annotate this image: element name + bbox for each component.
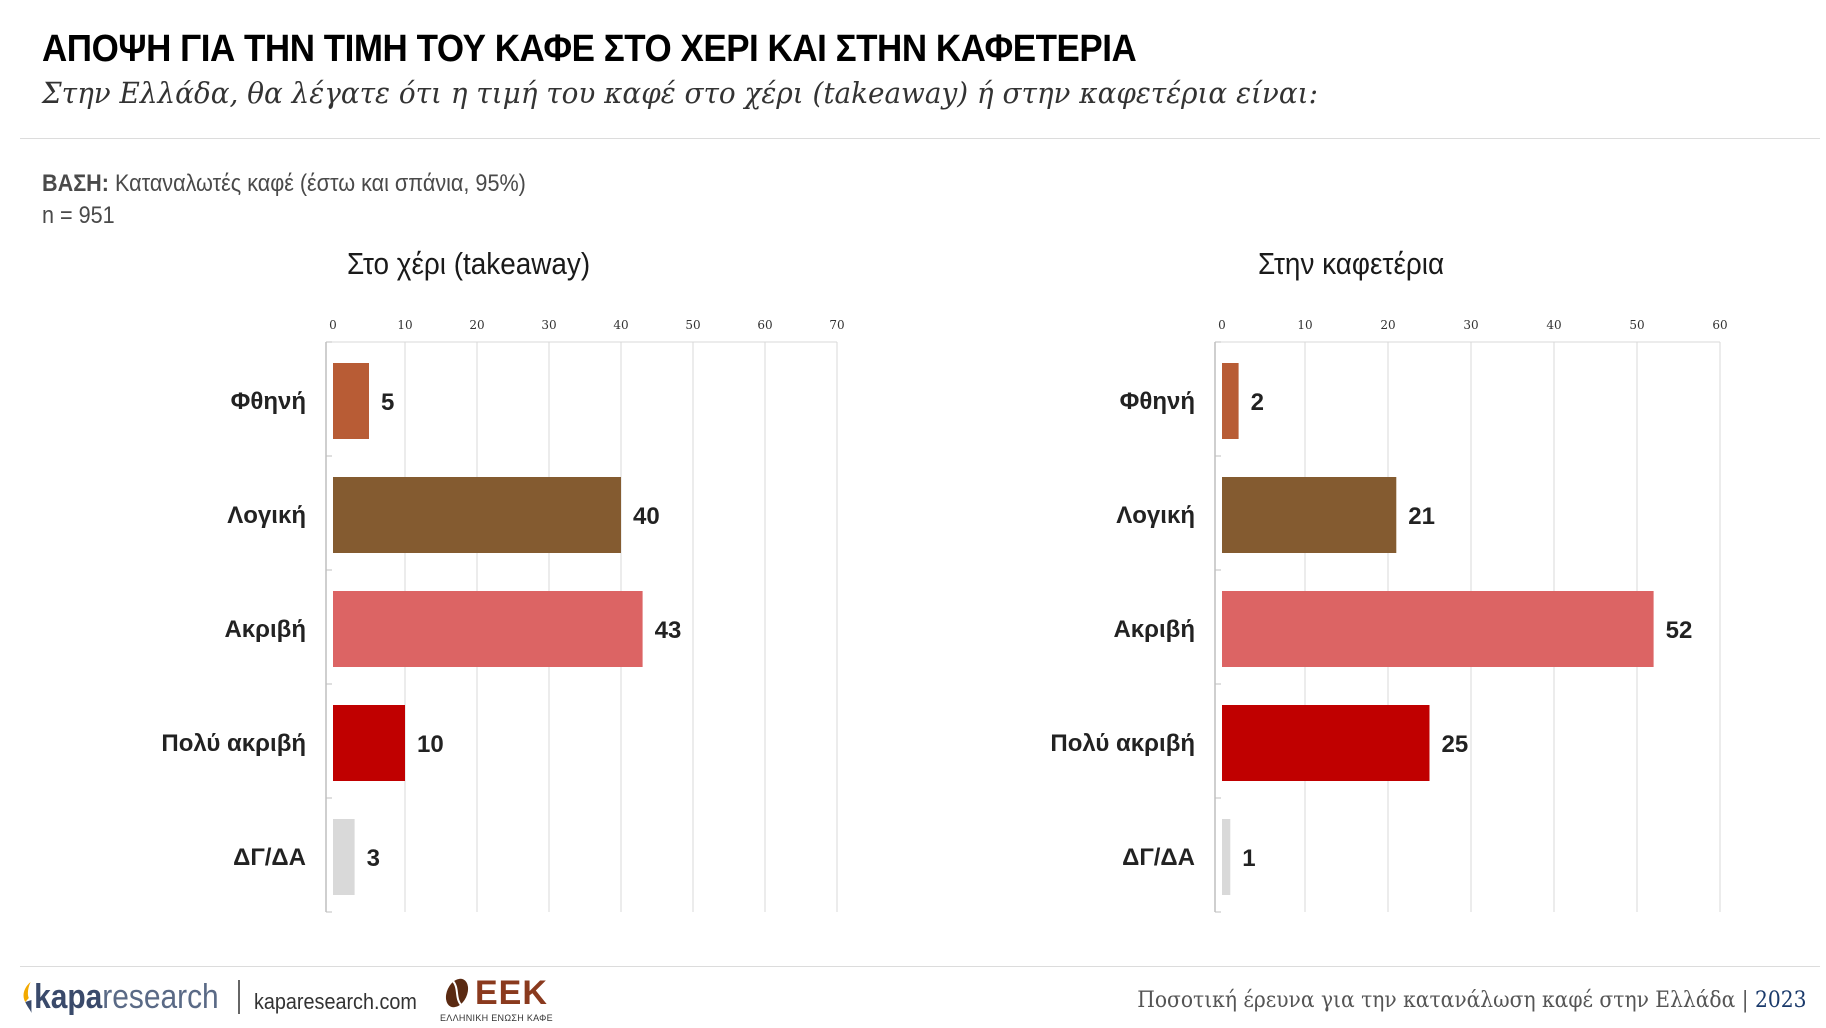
bar	[333, 591, 643, 667]
category-label: Πολύ ακριβή	[1050, 730, 1195, 757]
category-label: Λογική	[227, 502, 306, 529]
website-link[interactable]: kaparesearch.com	[254, 989, 417, 1014]
sample-size: n = 951	[42, 202, 115, 229]
category-label: Φθηνή	[231, 388, 306, 415]
base-text: Καταναλωτές καφέ (έστω και σπάνια, 95%)	[114, 170, 526, 197]
category-label: Ακριβή	[224, 616, 306, 643]
tick-label: 50	[1629, 318, 1644, 332]
category-label: Φθηνή	[1120, 388, 1195, 415]
study-title: Ποσοτική έρευνα για την κατανάλωση καφέ …	[1136, 988, 1749, 1013]
data-label: 10	[417, 731, 444, 758]
data-label: 43	[655, 617, 682, 644]
bar	[1222, 705, 1430, 781]
brand-bold: kapa	[34, 978, 103, 1016]
tick-label: 30	[541, 318, 556, 332]
base-note: ΒΑΣΗ: Καταναλωτές καφέ (έστω και σπάνια,…	[42, 170, 526, 198]
tick-label: 10	[397, 318, 412, 332]
data-label: 2	[1251, 389, 1264, 416]
data-label: 25	[1442, 731, 1469, 758]
study-year: 2023	[1754, 988, 1806, 1013]
bar	[1222, 363, 1239, 439]
tick-label: 50	[685, 318, 700, 332]
tick-label: 0	[1218, 318, 1226, 332]
bar	[1222, 477, 1397, 553]
eek-subtitle: ΕΛΛΗΝΙΚΗ ΕΝΩΣΗ ΚΑΦΕ	[440, 1013, 553, 1023]
data-label: 21	[1408, 503, 1435, 530]
tick-label: 20	[1380, 318, 1395, 332]
category-label: ΔΓ/ΔΑ	[233, 844, 306, 871]
chart-title-cafeteria: Στην καφετέρια	[1258, 246, 1445, 281]
tick-label: 20	[469, 318, 484, 332]
bar	[333, 363, 369, 439]
bar	[1222, 819, 1231, 895]
kapa-research-logo: kaparesearch	[20, 978, 219, 1017]
header-divider	[20, 138, 1820, 139]
tick-label: 10	[1297, 318, 1312, 332]
brand-light: research	[102, 978, 219, 1016]
page-subtitle: Στην Ελλάδα, θα λέγατε ότι η τιμή του κα…	[42, 76, 1318, 110]
tick-label: 60	[757, 318, 772, 332]
coffee-bean-icon	[445, 978, 469, 1008]
bar	[333, 705, 405, 781]
category-label: Πολύ ακριβή	[161, 730, 306, 757]
eek-logo: ΕΕΚ	[475, 974, 548, 1012]
bar	[333, 819, 355, 895]
category-label: Λογική	[1116, 502, 1195, 529]
category-label: Ακριβή	[1113, 616, 1195, 643]
data-label: 40	[633, 503, 660, 530]
footer-divider	[20, 966, 1820, 967]
kapa-mark-icon	[23, 982, 32, 1013]
tick-label: 30	[1463, 318, 1478, 332]
data-label: 5	[381, 389, 394, 416]
tick-label: 40	[613, 318, 628, 332]
chart-title-takeaway: Στο χέρι (takeaway)	[347, 246, 591, 281]
study-footer: Ποσοτική έρευνα για την κατανάλωση καφέ …	[1137, 988, 1806, 1013]
tick-label: 70	[829, 318, 844, 332]
footer-separator	[238, 980, 240, 1014]
data-label: 52	[1666, 617, 1693, 644]
tick-label: 60	[1712, 318, 1727, 332]
tick-label: 40	[1546, 318, 1561, 332]
data-label: 3	[367, 845, 380, 872]
page-title: ΑΠΟΨΗ ΓΙΑ ΤΗΝ ΤΙΜΗ ΤΟΥ ΚΑΦΕ ΣΤΟ ΧΕΡΙ ΚΑΙ…	[42, 28, 1137, 70]
bar	[1222, 591, 1654, 667]
bar	[333, 477, 621, 553]
category-label: ΔΓ/ΔΑ	[1122, 844, 1195, 871]
tick-label: 0	[329, 318, 337, 332]
base-label: ΒΑΣΗ:	[42, 170, 109, 197]
data-label: 1	[1242, 845, 1255, 872]
